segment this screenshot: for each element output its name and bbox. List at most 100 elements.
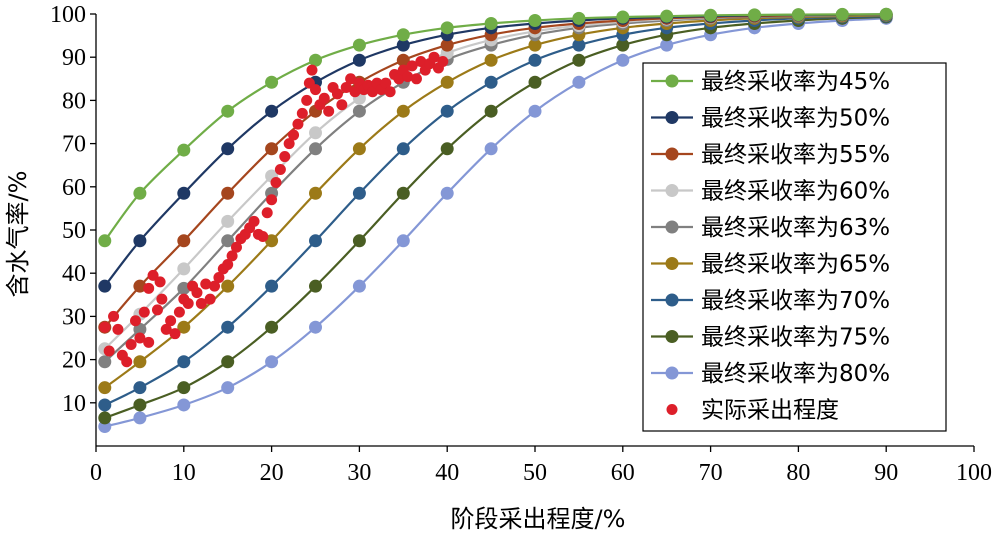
legend-marker <box>665 220 679 234</box>
legend-entry: 最终采收率为63% <box>651 215 890 241</box>
series-point <box>440 75 454 89</box>
legend-entry: 最终采收率为80% <box>651 361 890 387</box>
series-point <box>133 234 147 248</box>
series-point <box>221 214 235 228</box>
legend-entry: 实际采出程度 <box>666 398 839 424</box>
scatter-point <box>415 56 427 68</box>
scatter-point <box>182 297 194 309</box>
series-point <box>835 7 849 21</box>
series-point <box>352 104 366 118</box>
legend-label: 最终采收率为65% <box>701 252 890 278</box>
series-point <box>177 381 191 395</box>
series-point <box>133 411 147 425</box>
series-point <box>177 262 191 276</box>
scatter-point <box>261 207 273 219</box>
series-point <box>221 104 235 118</box>
scatter-point <box>195 297 207 309</box>
series-point <box>572 53 586 67</box>
series-point <box>98 279 112 293</box>
scatter-point <box>165 315 177 327</box>
legend-marker <box>665 257 679 270</box>
series-point <box>221 355 235 369</box>
series-point <box>484 104 498 118</box>
scatter-point <box>226 250 238 262</box>
legend-entry: 最终采收率为60% <box>651 179 890 205</box>
scatter-point <box>209 280 221 292</box>
x-tick-label: 80 <box>786 460 810 486</box>
series-point <box>265 234 279 248</box>
x-axis-title: 阶段采出程度/% <box>451 505 626 533</box>
series-point <box>98 234 112 248</box>
x-tick-label: 40 <box>435 460 459 486</box>
legend-entry: 最终采收率为55% <box>651 142 890 168</box>
series-point <box>177 355 191 369</box>
series-point <box>221 279 235 293</box>
x-tick-label: 50 <box>523 460 547 486</box>
series-point <box>265 320 279 334</box>
series-point <box>221 320 235 334</box>
legend-entry: 最终采收率为75% <box>651 325 890 351</box>
legend-entry: 最终采收率为70% <box>651 288 890 314</box>
scatter-point <box>301 94 313 106</box>
legend-box <box>642 62 947 432</box>
y-axis-title: 含水气率/% <box>4 171 32 298</box>
series-point <box>352 186 366 200</box>
scatter-point <box>288 129 300 141</box>
scatter-point <box>154 276 166 288</box>
series-point <box>748 8 761 22</box>
series-point <box>484 17 498 31</box>
series-point <box>177 186 191 200</box>
y-tick-label: 60 <box>62 175 86 201</box>
series-point <box>352 279 366 293</box>
series-point <box>133 279 147 293</box>
legend-label: 最终采收率为60% <box>701 179 890 205</box>
scatter-point <box>112 323 124 335</box>
scatter-point <box>108 310 120 322</box>
series-point <box>396 142 410 156</box>
series-point <box>440 186 454 200</box>
scatter-point <box>200 278 212 290</box>
series-point <box>616 10 630 24</box>
series-point <box>396 234 410 248</box>
series-point <box>309 234 322 248</box>
series-point <box>616 53 630 67</box>
series-point <box>528 75 542 89</box>
series-point <box>133 381 147 395</box>
scatter-point <box>248 215 260 227</box>
series-point <box>572 75 586 89</box>
scatter-point <box>345 73 357 85</box>
scatter-point <box>349 86 361 98</box>
series-point <box>177 398 191 412</box>
series-point <box>528 13 542 27</box>
scatter-point <box>169 328 181 340</box>
series-point <box>396 28 410 42</box>
scatter-point <box>437 56 449 68</box>
series-point <box>265 104 279 118</box>
scatter-point <box>406 60 418 72</box>
scatter-point <box>318 92 330 104</box>
plot-area <box>98 7 893 434</box>
series-point <box>133 322 147 336</box>
scatter-point <box>340 81 352 93</box>
x-tick-label: 0 <box>90 460 102 486</box>
series-point <box>352 142 366 156</box>
legend: 最终采收率为45% 最终采收率为50% 最终采收率为55% 最终采收率为60% 最终采收… <box>642 62 947 432</box>
series-point <box>265 355 279 369</box>
series-point <box>133 186 147 200</box>
series-point <box>177 143 191 157</box>
series-point <box>221 381 235 395</box>
scatter-point <box>274 164 286 176</box>
scatter-point <box>230 241 242 253</box>
x-tick-label: 100 <box>956 460 992 486</box>
scatter-point <box>130 315 142 327</box>
series-0 <box>98 7 893 248</box>
legend-label: 最终采收率为75% <box>701 325 890 351</box>
series-point <box>616 38 630 52</box>
scatter-point <box>257 230 269 242</box>
legend-marker <box>665 366 679 380</box>
series-point <box>660 9 674 23</box>
series-point <box>221 234 235 248</box>
series-point <box>528 53 542 67</box>
series-point <box>572 11 586 25</box>
